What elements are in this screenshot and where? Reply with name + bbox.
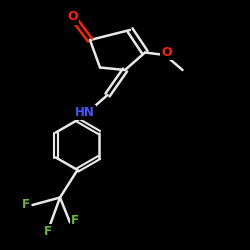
Text: F: F (22, 198, 30, 211)
Text: HN: HN (75, 106, 95, 119)
Text: F: F (44, 225, 52, 238)
Text: O: O (161, 46, 172, 59)
Text: F: F (71, 214, 79, 226)
Text: O: O (67, 10, 78, 24)
